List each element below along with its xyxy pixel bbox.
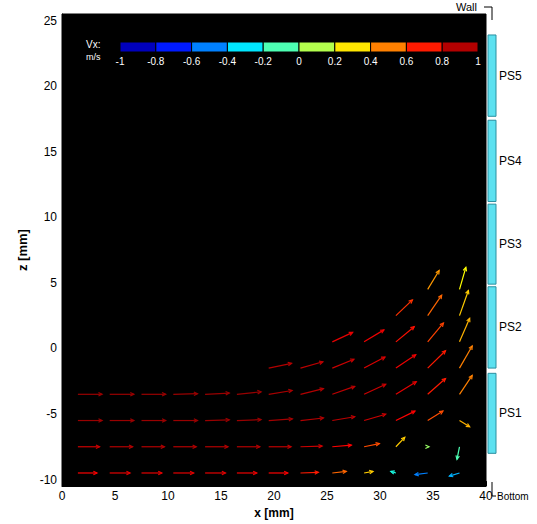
svg-text:PS4: PS4 <box>499 154 522 168</box>
svg-text:Wall: Wall <box>456 1 477 13</box>
svg-text:5: 5 <box>50 276 57 290</box>
svg-text:20: 20 <box>267 489 281 503</box>
svg-text:x [mm]: x [mm] <box>254 506 293 520</box>
svg-text:1: 1 <box>475 56 481 67</box>
svg-text:15: 15 <box>214 489 228 503</box>
svg-text:m/s: m/s <box>86 52 101 62</box>
svg-text:35: 35 <box>426 489 440 503</box>
svg-text:PS5: PS5 <box>499 69 522 83</box>
svg-text:10: 10 <box>44 210 58 224</box>
svg-text:-1: -1 <box>116 56 125 67</box>
svg-text:10: 10 <box>161 489 175 503</box>
svg-text:20: 20 <box>44 79 58 93</box>
svg-text:0.8: 0.8 <box>435 56 449 67</box>
svg-text:0.2: 0.2 <box>328 56 342 67</box>
svg-text:0: 0 <box>50 341 57 355</box>
svg-text:Vx:: Vx: <box>86 39 100 50</box>
svg-text:PS3: PS3 <box>499 237 522 251</box>
svg-text:-0.8: -0.8 <box>147 56 165 67</box>
svg-text:-5: -5 <box>46 407 57 421</box>
svg-text:PS1: PS1 <box>499 406 522 420</box>
svg-text:15: 15 <box>44 145 58 159</box>
svg-text:-10: -10 <box>40 473 58 487</box>
svg-text:5: 5 <box>112 489 119 503</box>
svg-text:PS2: PS2 <box>499 320 522 334</box>
svg-text:-0.6: -0.6 <box>183 56 201 67</box>
svg-text:25: 25 <box>320 489 334 503</box>
svg-text:0: 0 <box>296 56 302 67</box>
svg-text:0.6: 0.6 <box>399 56 413 67</box>
svg-text:-0.2: -0.2 <box>255 56 273 67</box>
svg-text:-0.4: -0.4 <box>219 56 237 67</box>
svg-text:z [mm]: z [mm] <box>15 229 30 271</box>
svg-text:Bottom: Bottom <box>497 491 529 502</box>
svg-text:0: 0 <box>59 489 66 503</box>
svg-text:40: 40 <box>479 489 493 503</box>
svg-text:25: 25 <box>44 14 58 28</box>
svg-text:0.4: 0.4 <box>364 56 378 67</box>
svg-text:30: 30 <box>373 489 387 503</box>
